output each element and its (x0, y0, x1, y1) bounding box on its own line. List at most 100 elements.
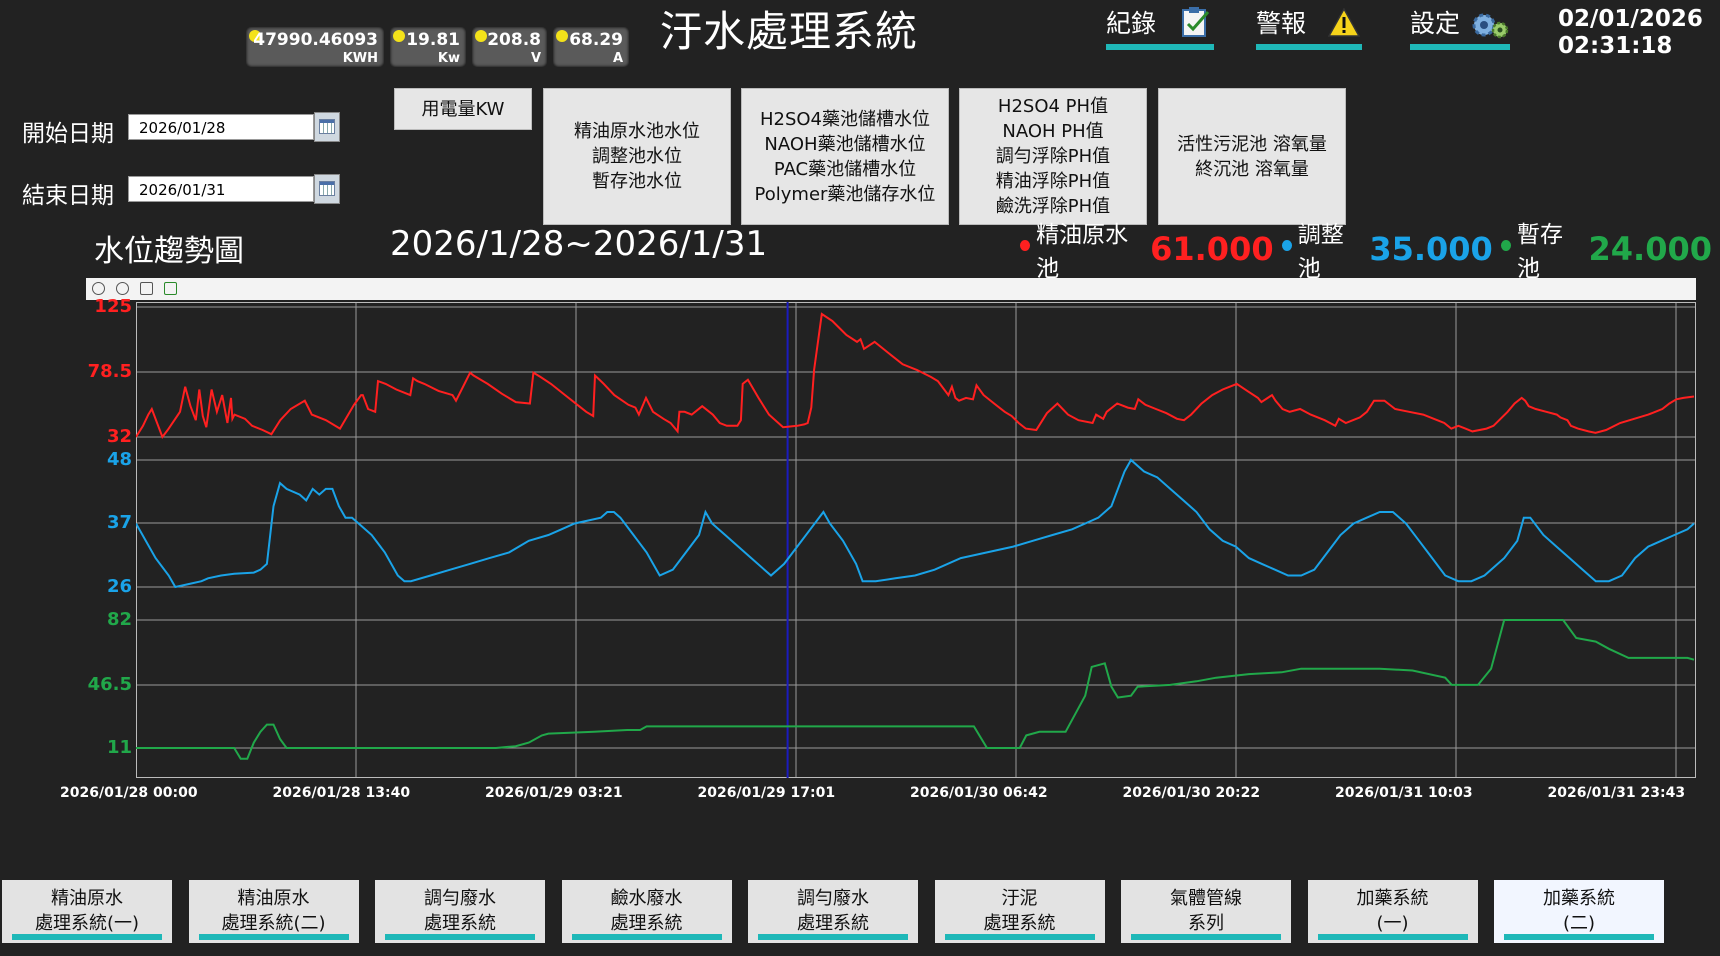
bottom-nav-button[interactable]: 汙泥 處理系統 (934, 880, 1105, 943)
zoom-out-icon[interactable] (116, 282, 130, 295)
bottom-nav-line2: 處理系統(一) (34, 913, 140, 934)
bottom-nav-line1: 汙泥 (1001, 888, 1038, 909)
alarm-button[interactable]: 警報 (1256, 4, 1362, 50)
series-line-2 (136, 458, 1695, 589)
start-date-label: 開始日期 (22, 121, 114, 147)
x-tick-label: 2026/01/30 06:42 (910, 785, 1048, 801)
meter-unit: V (530, 51, 541, 66)
selector-line: 鹼洗浮除PH值 (995, 196, 1111, 217)
alarm-label: 警報 (1256, 9, 1307, 38)
clipboard-check-icon (1182, 7, 1210, 37)
legend-name: 調整池 (1297, 222, 1344, 282)
meter-value: 47990.46093 (253, 30, 378, 50)
bottom-nav-line1: 精油原水 (237, 888, 310, 909)
calendar-icon (319, 181, 335, 196)
legend-dot-icon (1020, 239, 1031, 251)
x-tick-label: 2026/01/28 00:00 (60, 785, 198, 801)
ph-value-button[interactable]: H2SO4 PH值 NAOH PH值 調勻浮除PH值 精油浮除PH值 鹼洗浮除P… (959, 88, 1147, 225)
legend-value: 24.000 (1588, 230, 1712, 268)
x-tick-label: 2026/01/31 23:43 (1547, 785, 1686, 801)
reset-zoom-icon[interactable] (140, 282, 154, 295)
power-kw-button[interactable]: 用電量KW (394, 88, 532, 130)
y-tick-label: 46.5 (87, 674, 132, 695)
chemical-tank-level-button[interactable]: H2SO4藥池儲槽水位 NAOH藥池儲槽水位 PAC藥池儲槽水位 Polymer… (741, 88, 949, 225)
bottom-nav-button[interactable]: 加藥系統 (一) (1307, 880, 1478, 943)
meter-unit: A (612, 51, 623, 66)
settings-underline (1410, 44, 1510, 50)
energy-kwh-meter: 47990.46093 KWH (246, 27, 384, 67)
bottom-nav-underline (944, 934, 1095, 940)
clock: 02/01/2026 02:31:18 (1558, 6, 1703, 60)
selector-line: 終沉池 溶氧量 (1195, 158, 1309, 180)
bottom-nav-line2: 處理系統 (797, 913, 869, 934)
selector-line: PAC藥池儲槽水位 (773, 158, 917, 180)
bottom-nav-underline (571, 934, 722, 940)
bottom-nav-line2: 處理系統 (424, 913, 496, 934)
bottom-nav-underline (1317, 934, 1468, 940)
zoom-in-icon[interactable] (92, 282, 105, 295)
bottom-nav-line1: 調勻廢水 (424, 888, 496, 909)
legend-dot-icon (1500, 239, 1511, 251)
meter-value: 68.29 (569, 30, 623, 50)
series-line-1 (136, 312, 1695, 440)
legend-value: 61.000 (1150, 230, 1274, 268)
status-dot-icon (393, 30, 405, 42)
bottom-nav-line1: 加藥系統 (1543, 888, 1615, 909)
water-level-button[interactable]: 精油原水池水位 調整池水位 暫存池水位 (543, 88, 731, 225)
start-date-field[interactable]: 2026/01/28 (128, 114, 314, 140)
end-date-field[interactable]: 2026/01/31 (128, 176, 314, 202)
selector-line: 調整池水位 (592, 146, 682, 167)
bottom-nav-button[interactable]: 精油原水處理系統(一) (2, 880, 172, 943)
bottom-nav-button[interactable]: 鹼水廢水 處理系統 (561, 880, 732, 943)
settings-button[interactable]: 設定 (1410, 4, 1510, 50)
status-dot-icon (475, 30, 487, 42)
pan-icon[interactable] (164, 282, 178, 295)
bottom-nav-button[interactable]: 調勻廢水 處理系統 (375, 880, 545, 943)
power-kw-label: 用電量KW (421, 98, 505, 120)
selector-line: H2SO4藥池儲槽水位 (759, 108, 931, 130)
status-dot-icon (556, 30, 568, 42)
bottom-nav-button[interactable]: 調勻廢水 處理系統 (748, 880, 918, 943)
y-tick-label: 48 (106, 449, 132, 470)
selector-line: H2SO4 PH值 (997, 96, 1109, 117)
legend-value: 35.000 (1369, 230, 1493, 268)
y-tick-label: 125 (94, 296, 132, 317)
records-button[interactable]: 紀錄 (1106, 4, 1214, 50)
trend-chart[interactable] (136, 302, 1696, 778)
legend-name: 精油原水池 (1036, 222, 1129, 282)
bottom-nav-underline (758, 934, 908, 940)
bottom-nav-line2: 處理系統 (610, 913, 683, 934)
calendar-icon (319, 119, 335, 134)
x-tick-label: 2026/01/28 13:40 (272, 785, 411, 801)
series-line-3 (136, 619, 1695, 760)
gear-icon (1472, 13, 1509, 39)
y-tick-label: 11 (106, 737, 132, 758)
chart-date-range: 2026/1/28~2026/1/31 (390, 224, 768, 264)
x-tick-label: 2026/01/29 03:21 (485, 785, 623, 801)
bottom-nav-line1: 氣體管線 (1170, 888, 1242, 909)
page-title: 汙水處理系統 (660, 7, 919, 56)
start-date-calendar-button[interactable] (314, 112, 340, 142)
trend-chart-svg (136, 302, 1696, 778)
dissolved-oxygen-button[interactable]: 活性污泥池 溶氧量 終沉池 溶氧量 (1158, 88, 1346, 225)
bottom-nav-line1: 精油原水 (51, 888, 123, 909)
x-tick-label: 2026/01/31 10:03 (1335, 785, 1473, 801)
end-date-label: 結束日期 (22, 183, 114, 209)
bottom-nav-underline (385, 934, 535, 940)
bottom-nav-line1: 鹼水廢水 (610, 888, 683, 909)
settings-label: 設定 (1410, 9, 1461, 38)
bottom-nav-line2: (二) (1562, 913, 1596, 934)
selector-line: 精油原水池水位 (574, 121, 700, 142)
bottom-nav-button[interactable]: 加藥系統 (二) (1494, 880, 1664, 943)
chart-toolbar (86, 278, 1696, 300)
voltage-meter: 208.8 V (472, 27, 547, 67)
legend-dot-icon (1281, 239, 1292, 251)
chart-title: 水位趨勢圖 (94, 234, 244, 269)
status-dot-icon (249, 30, 261, 42)
legend-name: 暫存池 (1516, 222, 1563, 282)
bottom-nav-button[interactable]: 氣體管線 系列 (1121, 880, 1291, 943)
y-tick-label: 78.5 (87, 361, 132, 382)
end-date-calendar-button[interactable] (314, 174, 340, 204)
selector-line: 調勻浮除PH值 (995, 146, 1111, 167)
bottom-nav-button[interactable]: 精油原水 處理系統(二) (188, 880, 359, 943)
